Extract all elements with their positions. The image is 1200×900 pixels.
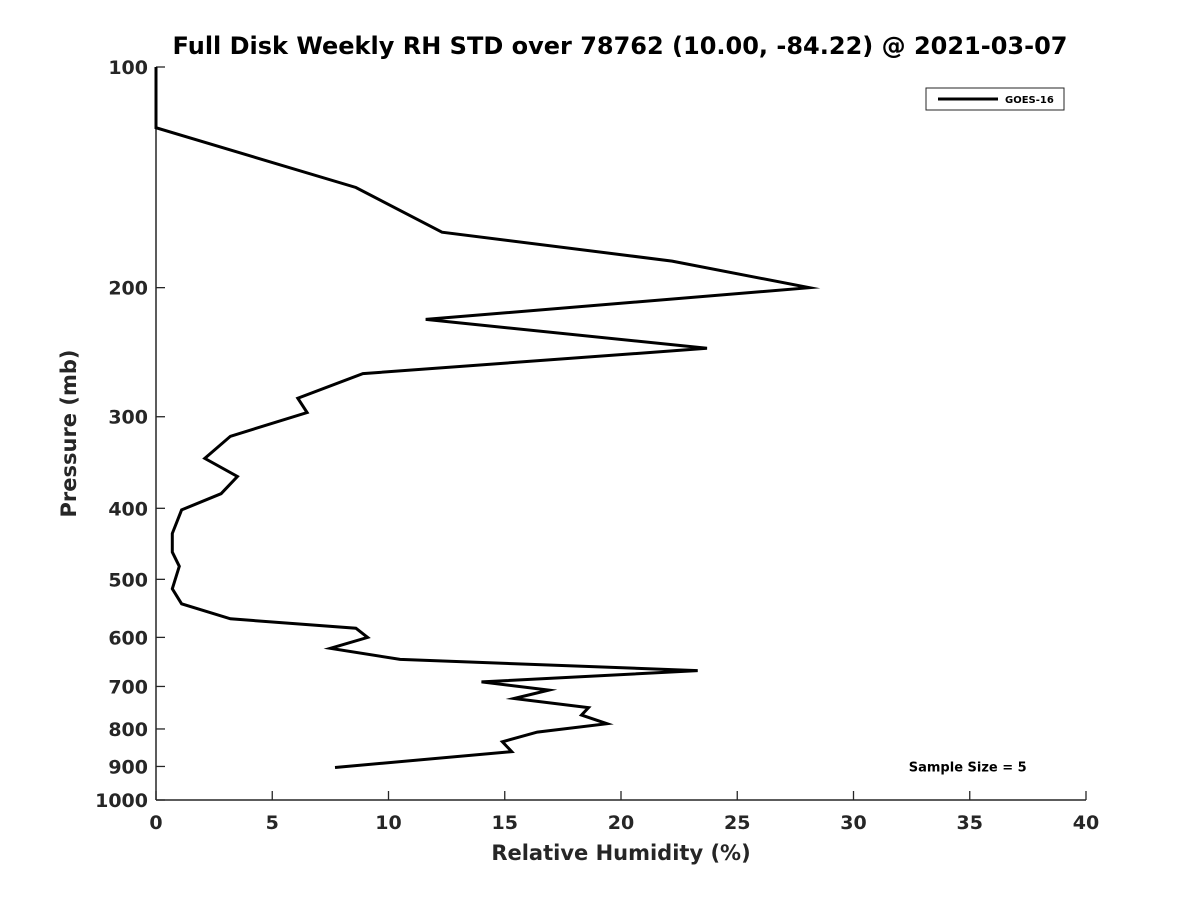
x-tick-label: 25 [724, 812, 750, 834]
y-tick-label: 500 [108, 569, 148, 591]
x-tick-label: 40 [1073, 812, 1099, 834]
legend: GOES-16 [925, 87, 1065, 111]
x-tick-label: 10 [375, 812, 401, 834]
x-tick-label: 5 [266, 812, 279, 834]
chart-title: Full Disk Weekly RH STD over 78762 (10.0… [173, 32, 1068, 60]
x-tick-label: 30 [840, 812, 866, 834]
x-axis-label: Relative Humidity (%) [491, 841, 750, 865]
x-tick-label: 20 [608, 812, 634, 834]
y-tick-label: 800 [108, 719, 148, 741]
annotation-layer: Sample Size = 5 [909, 760, 1027, 775]
y-tick-label: 300 [108, 407, 148, 429]
y-tick-label: 200 [108, 278, 148, 300]
y-tick-label: 1000 [95, 790, 148, 812]
y-tick-label: 600 [108, 627, 148, 649]
series-layer [154, 67, 821, 769]
y-axis: 100 200 300 400 500 600 700 800 900 1000 [95, 57, 165, 812]
y-axis-label: Pressure (mb) [57, 350, 81, 518]
x-axis: 0 5 10 15 20 25 30 35 40 [149, 791, 1099, 834]
series-line-goes-16 [154, 67, 821, 769]
y-tick-label: 700 [108, 676, 148, 698]
y-tick-label: 100 [108, 57, 148, 79]
x-tick-label: 0 [149, 812, 162, 834]
legend-label: GOES-16 [1005, 95, 1054, 106]
y-tick-label: 900 [108, 756, 148, 778]
y-tick-label: 400 [108, 498, 148, 520]
x-tick-label: 35 [957, 812, 983, 834]
sample-size-annotation: Sample Size = 5 [909, 760, 1027, 775]
x-tick-label: 15 [492, 812, 518, 834]
